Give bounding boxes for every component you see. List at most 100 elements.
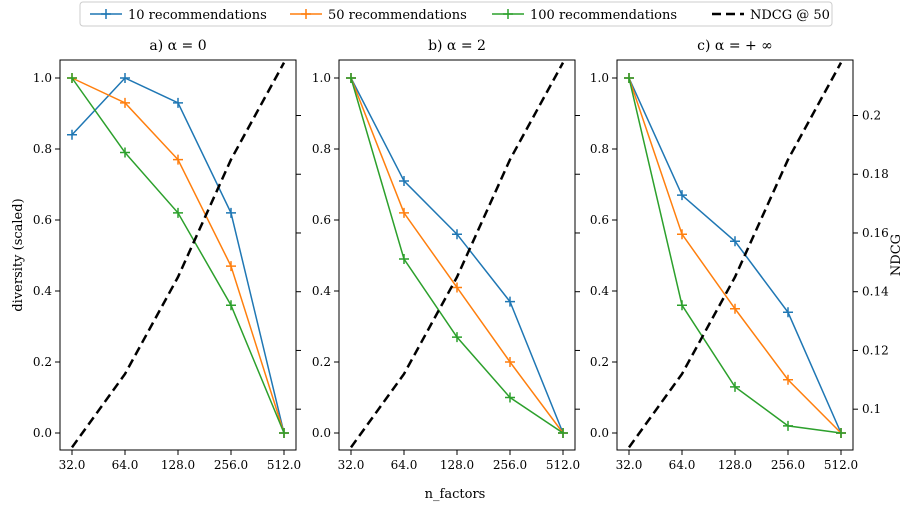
y-tick-label: 0.6 bbox=[33, 213, 52, 227]
x-tick-label: 256.0 bbox=[214, 458, 248, 472]
series-point-3 bbox=[226, 300, 236, 311]
series-point-1 bbox=[399, 175, 409, 186]
y-tick-label: 1.0 bbox=[312, 71, 331, 85]
series-line-3 bbox=[628, 77, 842, 434]
legend-marker-1 bbox=[101, 9, 111, 19]
series-point-2 bbox=[452, 282, 462, 293]
x-tick-label: 256.0 bbox=[493, 458, 527, 472]
series-point-2 bbox=[505, 357, 515, 367]
series-point-3 bbox=[730, 381, 740, 392]
series-point-3 bbox=[346, 73, 356, 83]
series-point-3 bbox=[624, 73, 634, 83]
series-point-1 bbox=[677, 190, 687, 201]
series-point-3 bbox=[452, 332, 462, 343]
right-tick-label: 0.18 bbox=[862, 167, 889, 181]
y-tick-label: 1.0 bbox=[33, 71, 52, 85]
series-line-2 bbox=[71, 77, 285, 434]
y-tick-label: 0.0 bbox=[33, 426, 52, 440]
series-point-2 bbox=[399, 207, 409, 218]
panel-1: a) α = 0 32.0 64.0 128.0 256.0 512.0 0.0 0.2 0.4… bbox=[33, 38, 301, 472]
series-point-1 bbox=[226, 207, 236, 218]
series-point-3 bbox=[558, 428, 568, 438]
y-tick-label: 0.2 bbox=[33, 355, 52, 369]
series-line-2 bbox=[350, 77, 564, 434]
legend: 10 recommendations 50 recommendations 100 … bbox=[79, 1, 833, 27]
series-line-3 bbox=[350, 77, 564, 434]
series-point-3 bbox=[67, 73, 77, 83]
right-tick-label: 0.14 bbox=[862, 285, 889, 299]
ndcg-line bbox=[70, 62, 286, 449]
y-tick-label: 0.4 bbox=[312, 284, 331, 298]
series-point-3 bbox=[677, 300, 687, 311]
y-tick-label: 0.4 bbox=[33, 284, 52, 298]
series-point-1 bbox=[505, 296, 515, 307]
right-tick-label: 0.12 bbox=[862, 343, 889, 357]
chart-panels: a) α = 0 32.0 64.0 128.0 256.0 512.0 0.0 0.2 0.4… bbox=[33, 38, 889, 472]
series-line-2 bbox=[628, 77, 842, 434]
series-line-1 bbox=[350, 77, 564, 434]
series-point-1 bbox=[730, 236, 740, 247]
x-tick-label: 128.0 bbox=[718, 458, 752, 472]
y-tick-label: 0.2 bbox=[312, 355, 331, 369]
y-axis-title-right: NDCG bbox=[889, 234, 904, 276]
x-tick-label: 512.0 bbox=[546, 458, 580, 472]
right-tick-label: 0.1 bbox=[862, 402, 881, 416]
x-tick-label: 64.0 bbox=[391, 458, 418, 472]
series-point-1 bbox=[173, 97, 183, 108]
y-tick-label: 0.8 bbox=[312, 142, 331, 156]
legend-frame bbox=[79, 1, 833, 27]
legend-marker-2 bbox=[301, 9, 311, 19]
series-point-2 bbox=[120, 97, 130, 108]
x-tick-label: 128.0 bbox=[161, 458, 195, 472]
y-tick-label: 1.0 bbox=[590, 71, 609, 85]
y-tick-label: 0.0 bbox=[590, 426, 609, 440]
legend-label-1: 10 recommendations bbox=[128, 8, 267, 23]
x-axis-title: n_factors bbox=[425, 487, 486, 502]
series-point-1 bbox=[783, 307, 793, 318]
legend-marker-3 bbox=[503, 9, 513, 19]
ndcg-line bbox=[627, 62, 843, 449]
panel-title: c) α = + ∞ bbox=[697, 38, 773, 54]
y-tick-label: 0.2 bbox=[590, 355, 609, 369]
panel-2: b) α = 2 32.0 64.0 128.0 256.0 512.0 0.0 0.2 0.4… bbox=[312, 38, 580, 472]
y-tick-label: 0.0 bbox=[312, 426, 331, 440]
panel-3: c) α = + ∞ 32.0 64.0 128.0 256.0 512.0 0.0 0.2 0… bbox=[590, 38, 889, 472]
legend-label-3: 100 recommendations bbox=[530, 8, 677, 23]
plot-frame bbox=[338, 59, 576, 451]
x-tick-label: 32.0 bbox=[616, 458, 643, 472]
series-point-3 bbox=[399, 254, 409, 265]
y-tick-label: 0.8 bbox=[590, 142, 609, 156]
right-tick-label: 0.16 bbox=[862, 226, 889, 240]
series-point-2 bbox=[677, 229, 687, 240]
x-tick-label: 256.0 bbox=[771, 458, 805, 472]
panel-title: a) α = 0 bbox=[149, 38, 206, 54]
ndcg-line bbox=[349, 62, 565, 449]
legend-label-2: 50 recommendations bbox=[328, 8, 467, 23]
right-tick-label: 0.2 bbox=[862, 109, 881, 123]
series-point-3 bbox=[120, 147, 130, 158]
panel-title: b) α = 2 bbox=[428, 38, 486, 54]
y-tick-label: 0.6 bbox=[590, 213, 609, 227]
series-point-2 bbox=[730, 303, 740, 314]
series-line-3 bbox=[71, 77, 285, 434]
x-tick-label: 512.0 bbox=[267, 458, 301, 472]
series-point-3 bbox=[505, 392, 515, 403]
x-tick-label: 128.0 bbox=[440, 458, 474, 472]
legend-label-4: NDCG @ 50 bbox=[750, 8, 830, 23]
series-point-1 bbox=[452, 229, 462, 240]
series-point-3 bbox=[173, 207, 183, 218]
series-line-1 bbox=[71, 77, 285, 434]
x-tick-label: 64.0 bbox=[112, 458, 139, 472]
series-line-1 bbox=[628, 77, 842, 434]
series-point-1 bbox=[120, 73, 130, 83]
y-tick-label: 0.8 bbox=[33, 142, 52, 156]
plot-frame bbox=[59, 59, 297, 451]
series-point-3 bbox=[279, 428, 289, 438]
series-point-2 bbox=[783, 374, 793, 385]
series-point-3 bbox=[836, 428, 846, 438]
x-tick-label: 64.0 bbox=[669, 458, 696, 472]
x-tick-label: 512.0 bbox=[824, 458, 858, 472]
y-tick-label: 0.6 bbox=[312, 213, 331, 227]
series-point-3 bbox=[783, 420, 793, 431]
